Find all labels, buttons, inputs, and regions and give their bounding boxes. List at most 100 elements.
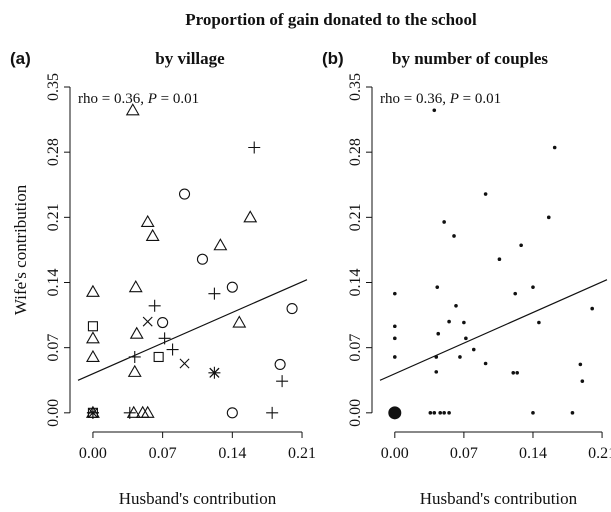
y-tick-label: 0.00 bbox=[45, 399, 62, 427]
circle-point bbox=[178, 188, 191, 200]
dot-point bbox=[436, 331, 441, 336]
dot-point bbox=[515, 370, 519, 375]
square-point bbox=[153, 351, 164, 363]
dot-point bbox=[483, 192, 488, 196]
star-point bbox=[86, 406, 99, 419]
triangle-point bbox=[140, 405, 155, 418]
x-tick-label: 0.21 bbox=[288, 445, 316, 462]
dot-point bbox=[546, 215, 551, 220]
dot-point bbox=[434, 355, 439, 359]
dot-point bbox=[537, 320, 541, 325]
plus-point bbox=[123, 406, 136, 419]
plus-point bbox=[248, 141, 261, 154]
triangle-point bbox=[243, 210, 258, 223]
dot-point bbox=[578, 362, 583, 367]
dot-point bbox=[452, 234, 456, 238]
y-tick-label: 0.35 bbox=[347, 73, 364, 101]
dot-point bbox=[464, 336, 468, 341]
triangle-point bbox=[85, 349, 100, 363]
dot-point bbox=[531, 285, 535, 289]
plus-point bbox=[208, 287, 221, 300]
dot-point bbox=[570, 411, 575, 415]
triangle-point bbox=[213, 238, 228, 251]
dot-point bbox=[511, 370, 516, 375]
triangle-point bbox=[126, 405, 141, 418]
plus-point bbox=[276, 375, 289, 388]
triangle-point bbox=[85, 331, 100, 344]
plus-point bbox=[166, 343, 179, 356]
panel-a: (a) by village 0.00 0.07 0.14 0.21 0.00 0.07 0.1… bbox=[10, 49, 316, 508]
dot-point bbox=[462, 320, 466, 325]
plus-point bbox=[148, 299, 161, 312]
x-axis-label: Husband's contribution bbox=[119, 489, 277, 508]
plus-point bbox=[266, 406, 279, 419]
triangle-point bbox=[125, 103, 140, 116]
dot-point bbox=[580, 379, 585, 383]
dot-point bbox=[471, 347, 476, 352]
y-axis-label: Wife's contribution bbox=[11, 184, 30, 315]
y-tick-label: 0.00 bbox=[347, 399, 364, 427]
dot-point bbox=[497, 257, 502, 262]
dot-point bbox=[432, 411, 437, 415]
x-tick-label: 0.00 bbox=[79, 445, 107, 462]
star-point bbox=[208, 366, 221, 379]
plus-point bbox=[158, 332, 171, 345]
dot-point bbox=[442, 220, 446, 224]
dot-point bbox=[458, 355, 462, 359]
y-tick-label: 0.35 bbox=[45, 73, 62, 101]
y-tick-label: 0.07 bbox=[45, 334, 62, 362]
square-point bbox=[87, 321, 98, 332]
y-tick-label: 0.14 bbox=[45, 268, 62, 296]
circle-point bbox=[157, 316, 169, 329]
dot-point bbox=[388, 406, 402, 420]
triangle-point bbox=[129, 326, 144, 339]
circle-point bbox=[196, 253, 209, 265]
y-tick-label: 0.21 bbox=[347, 203, 364, 231]
panel-letter: (b) bbox=[322, 49, 344, 68]
panel-b: (b) by number of couples 0.00 0.07 0.14 0.21 0… bbox=[322, 49, 611, 508]
dot-point bbox=[393, 336, 397, 341]
stat-annotation: rho = 0.36, P = 0.01 bbox=[78, 91, 199, 107]
dot-point bbox=[447, 319, 451, 324]
triangle-point bbox=[127, 364, 142, 377]
circle-point bbox=[274, 358, 286, 370]
regression-line bbox=[77, 279, 308, 381]
y-tick-label: 0.28 bbox=[347, 138, 364, 166]
y-tick-label: 0.14 bbox=[347, 268, 364, 296]
dot-point bbox=[442, 411, 446, 415]
x-axis-label: Husband's contribution bbox=[420, 489, 578, 508]
x-tick-label: 0.07 bbox=[149, 445, 177, 462]
circle-point bbox=[226, 407, 238, 419]
x-tick-label: 0.14 bbox=[519, 445, 547, 462]
dot-point bbox=[447, 411, 451, 415]
dot-point bbox=[552, 145, 557, 150]
dot-point bbox=[432, 108, 437, 113]
y-tick-label: 0.28 bbox=[45, 138, 62, 166]
panel-title: by number of couples bbox=[392, 49, 548, 68]
x-tick-label: 0.00 bbox=[381, 445, 409, 462]
dot-point bbox=[438, 411, 443, 415]
x-tick-label: 0.21 bbox=[588, 445, 611, 462]
dot-point bbox=[531, 411, 535, 415]
x-tick-label: 0.14 bbox=[218, 445, 246, 462]
triangle-point bbox=[232, 315, 247, 328]
cross-point bbox=[179, 358, 190, 369]
dot-point bbox=[435, 285, 440, 289]
stat-annotation: rho = 0.36, P = 0.01 bbox=[380, 91, 501, 107]
circle-point bbox=[286, 303, 298, 315]
y-tick-label: 0.07 bbox=[347, 334, 364, 362]
circle-point bbox=[226, 281, 238, 293]
triangle-point bbox=[145, 228, 160, 242]
triangle-point bbox=[128, 280, 143, 293]
x-tick-label: 0.07 bbox=[450, 445, 478, 462]
dot-point bbox=[393, 355, 397, 359]
y-tick-label: 0.21 bbox=[45, 203, 62, 231]
regression-line bbox=[379, 279, 608, 381]
dot-point bbox=[393, 324, 397, 329]
panel-title: by village bbox=[155, 49, 225, 68]
plus-point bbox=[128, 350, 141, 363]
dot-point bbox=[590, 306, 594, 311]
dot-point bbox=[513, 291, 518, 296]
panel-letter: (a) bbox=[10, 49, 31, 68]
